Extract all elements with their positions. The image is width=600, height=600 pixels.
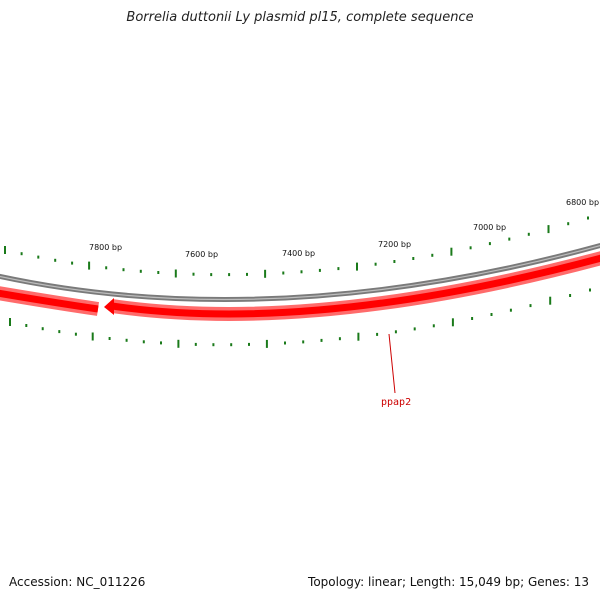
gene-ppap2-arc-core — [111, 254, 600, 318]
scale-label-7000: 7000 bp — [473, 223, 506, 232]
gene-ppap2-connector — [388, 333, 396, 394]
inner-scale-ticks — [9, 288, 591, 348]
scale-label-7400: 7400 bp — [282, 249, 315, 258]
map-title: Borrelia duttonii Ly plasmid pl15, compl… — [126, 10, 474, 25]
accession-text: Accession: NC_011226 — [9, 575, 146, 589]
outer-scale-ticks — [4, 216, 589, 278]
topology-text: Topology: linear; Length: 15,049 bp; Gen… — [308, 575, 589, 589]
gene-ppap2-arrowhead — [104, 298, 114, 315]
scale-label-7600: 7600 bp — [185, 250, 218, 259]
sequence-backbone-highlight — [0, 244, 600, 301]
gene-segment-left-core — [0, 289, 99, 313]
scale-label-7200: 7200 bp — [378, 240, 411, 249]
scale-label-7800: 7800 bp — [89, 243, 122, 252]
gene-ppap2-label: ppap2 — [381, 397, 411, 408]
scale-label-6800: 6800 bp — [566, 198, 599, 207]
